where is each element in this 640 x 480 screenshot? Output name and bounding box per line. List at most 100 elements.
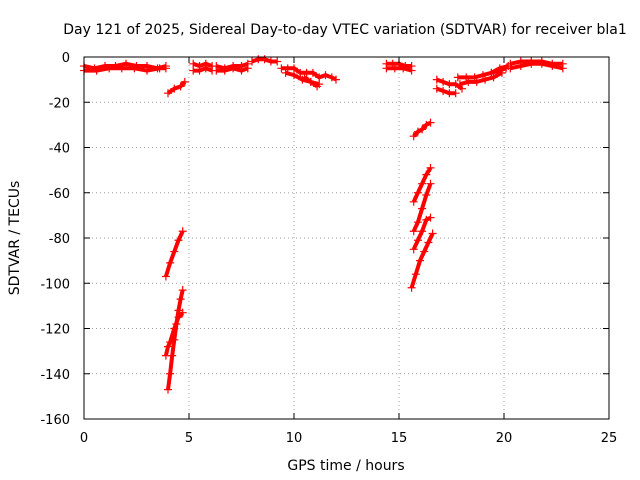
series-arc20 bbox=[409, 213, 435, 254]
data-point bbox=[315, 73, 324, 82]
data-point bbox=[426, 213, 435, 222]
series-arc7 bbox=[189, 59, 217, 71]
data-point bbox=[92, 66, 101, 75]
data-point bbox=[422, 120, 431, 129]
data-point bbox=[413, 188, 422, 197]
data-point bbox=[464, 77, 473, 86]
data-point bbox=[439, 77, 448, 86]
series-line bbox=[166, 80, 187, 95]
data-point bbox=[418, 179, 427, 188]
data-point bbox=[220, 66, 229, 75]
data-point bbox=[178, 227, 187, 236]
data-point bbox=[409, 132, 418, 141]
data-point bbox=[422, 170, 431, 179]
data-point bbox=[418, 204, 427, 213]
data-point bbox=[174, 306, 183, 315]
data-point bbox=[487, 68, 496, 77]
data-point bbox=[308, 68, 317, 77]
data-point bbox=[201, 64, 210, 73]
data-point bbox=[170, 84, 179, 93]
data-point bbox=[418, 125, 427, 134]
data-point bbox=[176, 82, 185, 91]
x-tick-label: 10 bbox=[286, 431, 303, 446]
data-point bbox=[428, 229, 437, 238]
y-tick-label: -60 bbox=[49, 187, 70, 202]
y-tick-label: -140 bbox=[40, 368, 70, 383]
y-tick-label: -20 bbox=[49, 96, 70, 111]
series-arc17 bbox=[409, 118, 435, 141]
data-point bbox=[495, 64, 504, 73]
data-point bbox=[281, 68, 290, 77]
x-tick-label: 25 bbox=[601, 431, 618, 446]
data-point bbox=[172, 319, 181, 328]
data-point bbox=[413, 127, 422, 136]
data-point bbox=[451, 89, 460, 98]
data-point bbox=[407, 283, 416, 292]
data-point bbox=[306, 77, 315, 86]
data-point bbox=[164, 385, 172, 394]
data-point bbox=[413, 236, 422, 245]
data-point bbox=[481, 75, 490, 84]
data-point bbox=[558, 64, 567, 73]
series-line bbox=[386, 66, 413, 73]
data-point bbox=[432, 84, 441, 93]
chart-title: Day 121 of 2025, Sidereal Day-to-day VTE… bbox=[63, 22, 626, 38]
data-point bbox=[462, 73, 471, 82]
data-point bbox=[117, 64, 126, 73]
data-point bbox=[409, 227, 418, 236]
data-point bbox=[170, 247, 179, 256]
series-arc6 bbox=[164, 286, 187, 394]
data-point bbox=[105, 64, 114, 73]
data-point bbox=[195, 66, 204, 75]
data-point bbox=[290, 64, 298, 73]
series-arc12 bbox=[277, 64, 340, 84]
data-point bbox=[390, 64, 399, 73]
axis-ticks: 0 5 10 15 20 25 0 -20 -40 -60 -80 -100 -120 -140 -160 bbox=[40, 51, 617, 446]
data-point bbox=[237, 66, 246, 75]
data-point bbox=[426, 118, 435, 127]
data-point bbox=[290, 71, 298, 80]
data-point bbox=[161, 64, 170, 73]
y-tick-label: -40 bbox=[49, 142, 70, 157]
series-line bbox=[409, 232, 435, 289]
data-point bbox=[166, 258, 175, 267]
data-point bbox=[300, 73, 309, 82]
x-tick-label: 5 bbox=[185, 431, 193, 446]
y-axis-label: SDTVAR / TECUs bbox=[7, 181, 23, 296]
data-point bbox=[180, 77, 189, 86]
x-tick-label: 0 bbox=[80, 431, 88, 446]
series-arc18 bbox=[409, 163, 435, 206]
data-point bbox=[407, 66, 416, 75]
y-tick-label: -100 bbox=[40, 277, 70, 292]
x-axis-label: GPS time / hours bbox=[287, 458, 404, 474]
data-point bbox=[161, 272, 170, 281]
data-point bbox=[409, 197, 418, 206]
data-point bbox=[176, 295, 185, 304]
series-arc14 bbox=[300, 73, 322, 91]
data-point bbox=[497, 68, 506, 77]
data-point bbox=[409, 245, 418, 254]
data-point bbox=[168, 351, 177, 360]
data-point bbox=[424, 238, 433, 247]
data-point bbox=[164, 342, 172, 351]
series-arc28 bbox=[506, 59, 567, 73]
series-arc10 bbox=[212, 64, 252, 75]
data-point bbox=[229, 64, 238, 73]
data-point bbox=[174, 236, 183, 245]
series-arc4 bbox=[161, 227, 187, 281]
data-point bbox=[332, 75, 340, 84]
data-point bbox=[489, 73, 498, 82]
data-point bbox=[321, 71, 330, 80]
data-point bbox=[416, 256, 424, 265]
data-point bbox=[458, 84, 466, 93]
series-arc25 bbox=[455, 68, 506, 89]
y-tick-label: 0 bbox=[62, 51, 70, 66]
data-point bbox=[453, 73, 462, 82]
data-point bbox=[426, 163, 435, 172]
data-point bbox=[422, 191, 431, 200]
grid-lines bbox=[84, 57, 609, 419]
data-point bbox=[418, 227, 427, 236]
data-point bbox=[537, 59, 546, 68]
series-arc15 bbox=[382, 59, 416, 71]
y-tick-label: -80 bbox=[49, 232, 70, 247]
